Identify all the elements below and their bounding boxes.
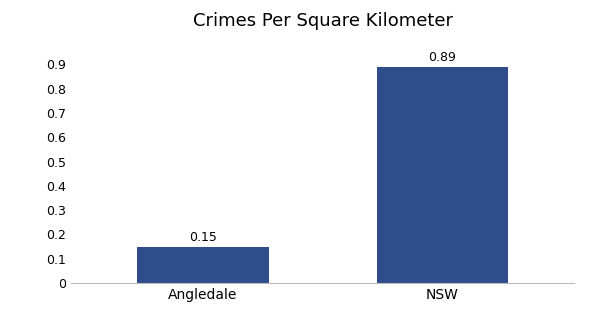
Bar [377,67,509,283]
Text: 0.15: 0.15 [189,231,217,244]
Bar [137,246,269,283]
Text: 0.89: 0.89 [429,51,456,64]
Title: Crimes Per Square Kilometer: Crimes Per Square Kilometer [192,12,453,30]
